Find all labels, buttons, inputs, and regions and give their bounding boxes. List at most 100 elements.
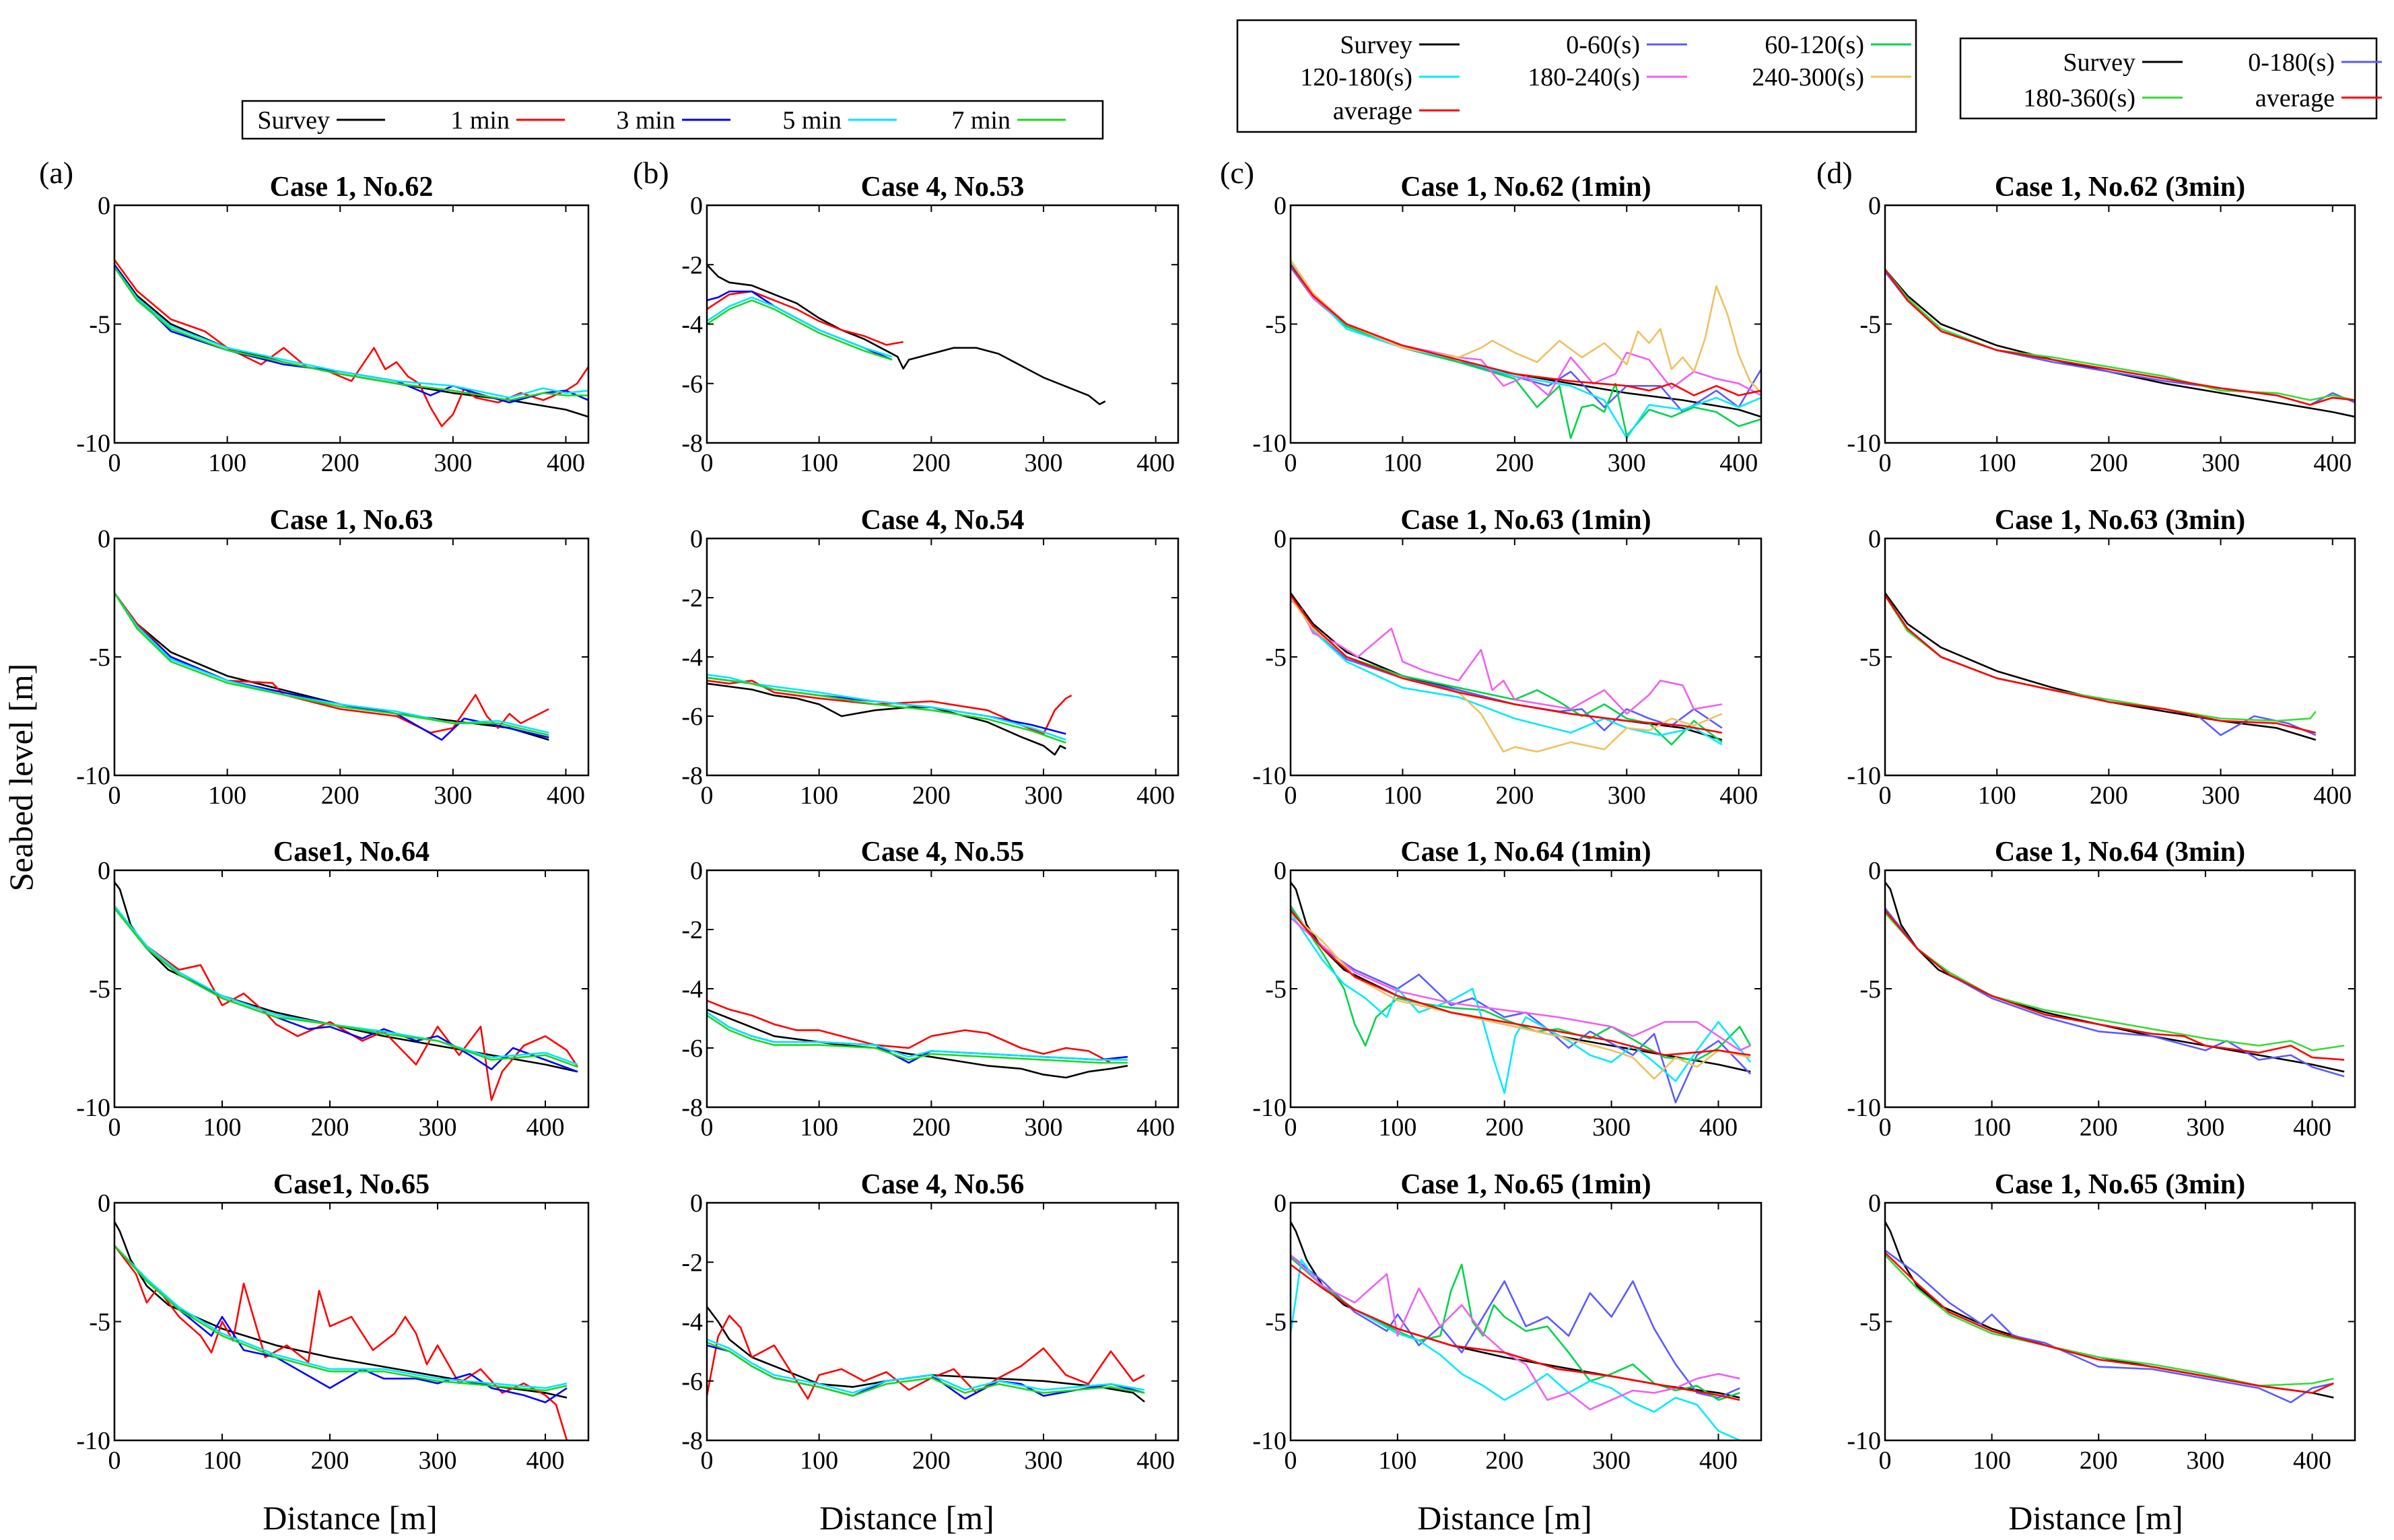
x-tick-label: 200	[1495, 449, 1534, 477]
x-tick-label: 400	[547, 449, 585, 477]
series-group	[1885, 1221, 2334, 1403]
y-tick-label: -5	[1265, 975, 1287, 1004]
axes-frame	[706, 869, 1179, 1109]
series-line-survey	[707, 1306, 1145, 1403]
y-tick-label: 0	[1274, 192, 1287, 220]
panel-title: Case 4, No.53	[861, 172, 1025, 203]
series-group	[707, 264, 1106, 405]
y-tick-label: -6	[681, 1035, 703, 1063]
x-tick-label: 300	[2201, 781, 2240, 810]
panel-title: Case1, No.64	[273, 837, 430, 868]
x-axis-label-col-d: Distance [m]	[2008, 1499, 2183, 1537]
y-tick-label: -5	[1265, 1308, 1287, 1337]
series-line-180-360-s	[1885, 594, 2317, 722]
y-axis-label: Seabed level [m]	[2, 664, 40, 892]
series-line-survey	[1291, 1221, 1740, 1399]
series-line-5-min	[707, 1338, 1145, 1394]
series-line-0-180-s	[1885, 907, 2345, 1078]
legend-label: 240-300(s)	[1752, 63, 1864, 92]
x-tick-label: 0	[108, 449, 121, 477]
series-line-7-min	[707, 676, 1066, 744]
legend-item-0-180-s: 0-180(s)	[2248, 48, 2382, 77]
series-line-7-min	[707, 299, 893, 361]
series-line-survey	[1291, 881, 1751, 1073]
series-group	[1885, 269, 2355, 418]
series-line-180-360-s	[1885, 1254, 2334, 1387]
y-tick-label: -10	[1252, 429, 1287, 458]
panel-title: Case 1, No.62 (3min)	[1995, 172, 2245, 203]
series-group	[114, 259, 588, 427]
x-tick-label: 300	[434, 781, 472, 810]
series-line-1-min	[707, 1000, 1112, 1064]
series-line-240-300-s	[1291, 597, 1723, 753]
y-tick-label: -4	[681, 643, 703, 672]
y-tick-label: 0	[1274, 857, 1287, 885]
legend-item-survey: Survey	[2063, 48, 2183, 77]
x-tick-label: 200	[311, 1113, 349, 1142]
series-line-180-240-s	[1291, 599, 1723, 715]
x-tick-label: 100	[208, 781, 246, 810]
y-tick-label: -5	[89, 311, 110, 339]
x-axis-label-col-b: Distance [m]	[819, 1499, 994, 1537]
series-line-60-120-s	[1291, 264, 1761, 440]
panel-title: Case 1, No.64 (3min)	[1995, 837, 2245, 868]
series-line-5-min	[114, 592, 549, 734]
chart-panel-c-0: Case 1, No.62 (1min) 0 100 200 300 400 0 -5 -10	[1252, 172, 1763, 477]
x-tick-label: 400	[526, 1446, 565, 1475]
y-tick-label: -8	[681, 1094, 703, 1122]
y-tick-label: -6	[681, 1368, 703, 1396]
legend-3: Survey 0-180(s) 180-360(s) average	[1959, 37, 2382, 120]
y-tick-label: -10	[1252, 1427, 1287, 1455]
legend-1: Survey 1 min 3 min 5 min 7 min	[241, 100, 1104, 140]
panel-title: Case 4, No.56	[861, 1169, 1025, 1200]
y-tick-label: 0	[690, 192, 703, 220]
series-line-survey	[1885, 1221, 2334, 1399]
x-tick-label: 400	[1699, 1113, 1738, 1142]
legend-item-240-300-s: 240-300(s)	[1752, 63, 1911, 92]
x-tick-label: 300	[1608, 781, 1646, 810]
x-tick-label: 100	[1383, 781, 1422, 810]
x-tick-label: 400	[1719, 781, 1758, 810]
series-line-7-min	[114, 592, 549, 736]
x-tick-label: 100	[203, 1446, 242, 1475]
series-group	[114, 1221, 568, 1440]
x-tick-label: 300	[1025, 1113, 1063, 1142]
x-tick-label: 200	[2080, 1446, 2118, 1475]
panel-title: Case 1, No.63 (1min)	[1400, 505, 1651, 536]
legend-item-5-min: 5 min	[782, 106, 897, 135]
series-line-survey	[1885, 881, 2345, 1073]
x-tick-label: 200	[1485, 1113, 1524, 1142]
x-tick-label: 200	[912, 1446, 951, 1475]
series-line-7-min	[707, 1014, 1128, 1064]
y-tick-label: -10	[76, 1094, 110, 1122]
axes-frame	[1884, 869, 2356, 1109]
x-tick-label: 0	[108, 1113, 121, 1142]
series-group	[707, 674, 1072, 756]
x-tick-label: 200	[2090, 781, 2128, 810]
legend-item-180-240-s: 180-240(s)	[1528, 63, 1687, 92]
y-tick-label: -5	[89, 975, 110, 1004]
legend-item-180-360-s: 180-360(s)	[2023, 84, 2183, 112]
y-tick-label: -4	[681, 975, 703, 1004]
legend-item-120-180-s: 120-180(s)	[1300, 63, 1460, 92]
series-group	[1885, 592, 2317, 741]
axes-frame	[1884, 204, 2356, 444]
x-tick-label: 400	[526, 1113, 565, 1142]
legend-label: 5 min	[782, 106, 842, 135]
x-tick-label: 300	[1608, 449, 1646, 477]
y-tick-label: -6	[681, 370, 703, 398]
x-tick-label: 300	[2186, 1113, 2224, 1142]
series-line-0-180-s	[1885, 1249, 2334, 1403]
legend-label: 120-180(s)	[1300, 63, 1412, 92]
series-group	[1291, 259, 1761, 440]
y-tick-label: 0	[1868, 525, 1881, 553]
y-tick-label: 0	[1868, 857, 1881, 885]
series-group	[1291, 592, 1723, 753]
chart-panel-d-3: Case 1, No.65 (3min) 0 100 200 300 400 0 -5 -10	[1847, 1169, 2356, 1475]
panel-letter-a: (a)	[39, 155, 73, 190]
series-line-0-180-s	[1885, 271, 2355, 406]
series-line-average	[1291, 594, 1723, 734]
y-tick-label: -10	[1252, 762, 1287, 790]
series-line-60-120-s	[1291, 597, 1723, 746]
x-tick-label: 400	[2313, 449, 2352, 477]
